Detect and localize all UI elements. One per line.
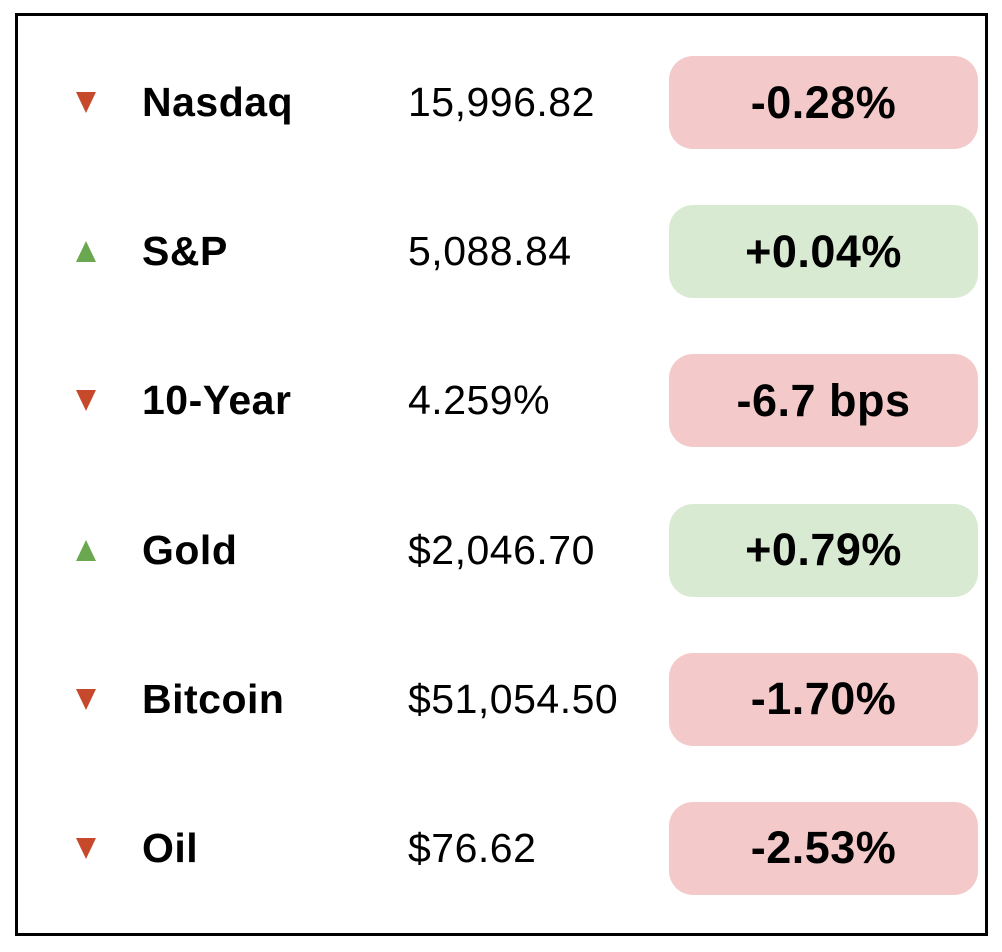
asset-name: Nasdaq bbox=[142, 79, 294, 126]
asset-name: Gold bbox=[142, 526, 238, 573]
market-summary-panel: Nasdaq 15,996.82 -0.28% S&P 5,088.84 +0.… bbox=[15, 13, 988, 936]
change-badge: +0.04% bbox=[669, 205, 978, 299]
asset-value: $51,054.50 bbox=[408, 675, 619, 722]
asset-value: 4.259% bbox=[408, 377, 551, 424]
market-row-10year: 10-Year 4.259% -6.7 bps bbox=[76, 326, 978, 475]
market-row-gold: Gold $2,046.70 +0.79% bbox=[76, 476, 978, 625]
asset-name: Bitcoin bbox=[142, 675, 285, 722]
change-badge: -2.53% bbox=[669, 801, 978, 895]
asset-value: 15,996.82 bbox=[408, 79, 595, 126]
asset-name: Oil bbox=[142, 824, 199, 871]
down-arrow-icon bbox=[76, 92, 96, 114]
market-row-nasdaq: Nasdaq 15,996.82 -0.28% bbox=[76, 28, 978, 177]
asset-value: $2,046.70 bbox=[408, 526, 595, 573]
asset-value: $76.62 bbox=[408, 824, 537, 871]
change-badge: +0.79% bbox=[669, 503, 978, 597]
change-badge: -0.28% bbox=[669, 56, 978, 150]
asset-name: S&P bbox=[142, 228, 228, 275]
up-arrow-icon bbox=[76, 539, 96, 561]
asset-value: 5,088.84 bbox=[408, 228, 572, 275]
change-badge: -6.7 bps bbox=[669, 354, 978, 448]
down-arrow-icon bbox=[76, 688, 96, 710]
market-row-oil: Oil $76.62 -2.53% bbox=[76, 774, 978, 923]
down-arrow-icon bbox=[76, 837, 96, 859]
market-row-bitcoin: Bitcoin $51,054.50 -1.70% bbox=[76, 625, 978, 774]
up-arrow-icon bbox=[76, 241, 96, 263]
change-badge: -1.70% bbox=[669, 652, 978, 746]
asset-name: 10-Year bbox=[142, 377, 292, 424]
market-row-sp: S&P 5,088.84 +0.04% bbox=[76, 177, 978, 326]
down-arrow-icon bbox=[76, 390, 96, 412]
